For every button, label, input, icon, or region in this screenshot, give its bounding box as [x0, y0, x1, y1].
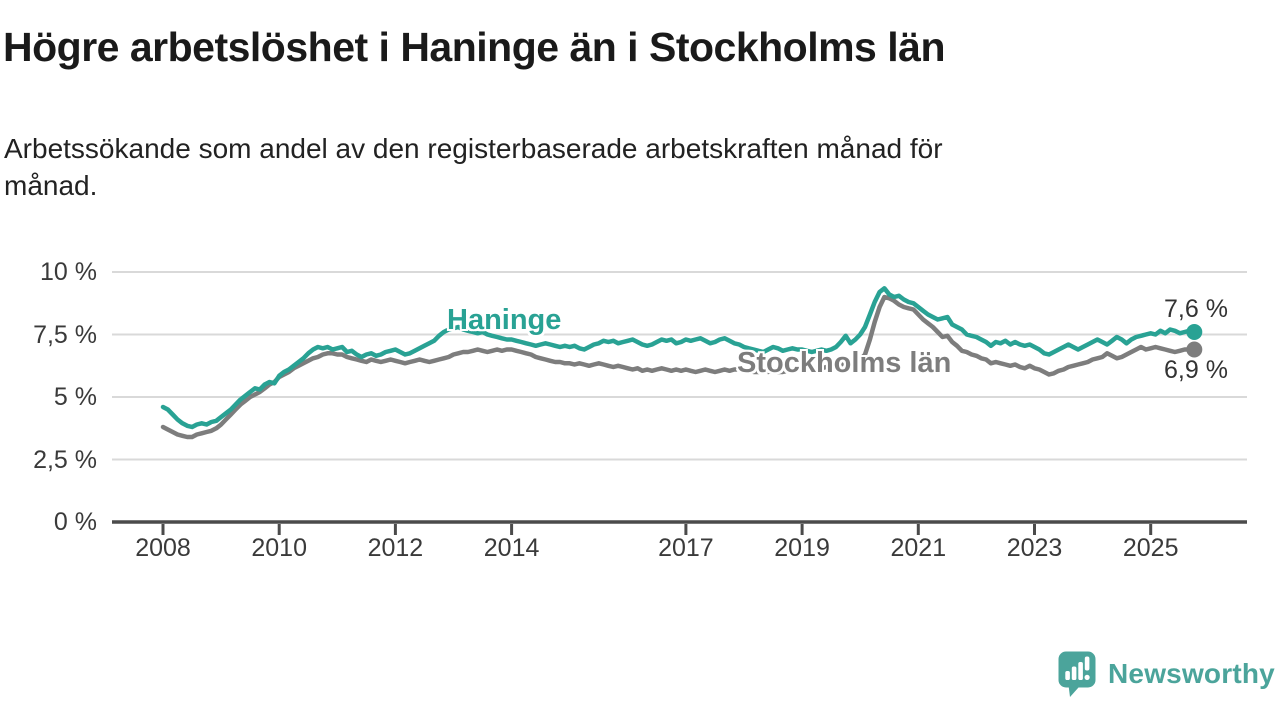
x-axis-label: 2023	[1006, 534, 1063, 562]
y-axis-label: 0 %	[53, 508, 97, 536]
x-axis-label: 2021	[890, 534, 947, 562]
x-axis-label: 2010	[251, 534, 307, 562]
x-axis-label: 2014	[483, 534, 540, 562]
series-line	[160, 286, 1197, 430]
bar-chart-bubble-icon	[1058, 651, 1096, 697]
y-axis-label: 10 %	[40, 258, 97, 286]
end-dot	[1186, 341, 1203, 358]
newsworthy-logo: Newsworthy	[1057, 650, 1275, 698]
y-axis-label: 5 %	[53, 383, 97, 411]
x-axis-label: 2019	[774, 534, 830, 562]
x-axis-label: 2017	[658, 534, 714, 562]
x-axis-label: 2012	[367, 534, 424, 562]
newsworthy-logo-text: Newsworthy	[1108, 658, 1275, 689]
x-axis-label: 2025	[1122, 534, 1179, 562]
y-axis-label: 2,5 %	[33, 445, 97, 474]
end-dot	[1186, 324, 1203, 340]
y-axis-label: 7,5 %	[33, 320, 97, 349]
chart-subtitle: Arbetssökande som andel av den registerb…	[4, 133, 943, 201]
x-axis-label: 2008	[135, 534, 191, 562]
page-title: Högre arbetslöshet i Haninge än i Stockh…	[3, 24, 945, 70]
series-line	[160, 294, 1197, 440]
